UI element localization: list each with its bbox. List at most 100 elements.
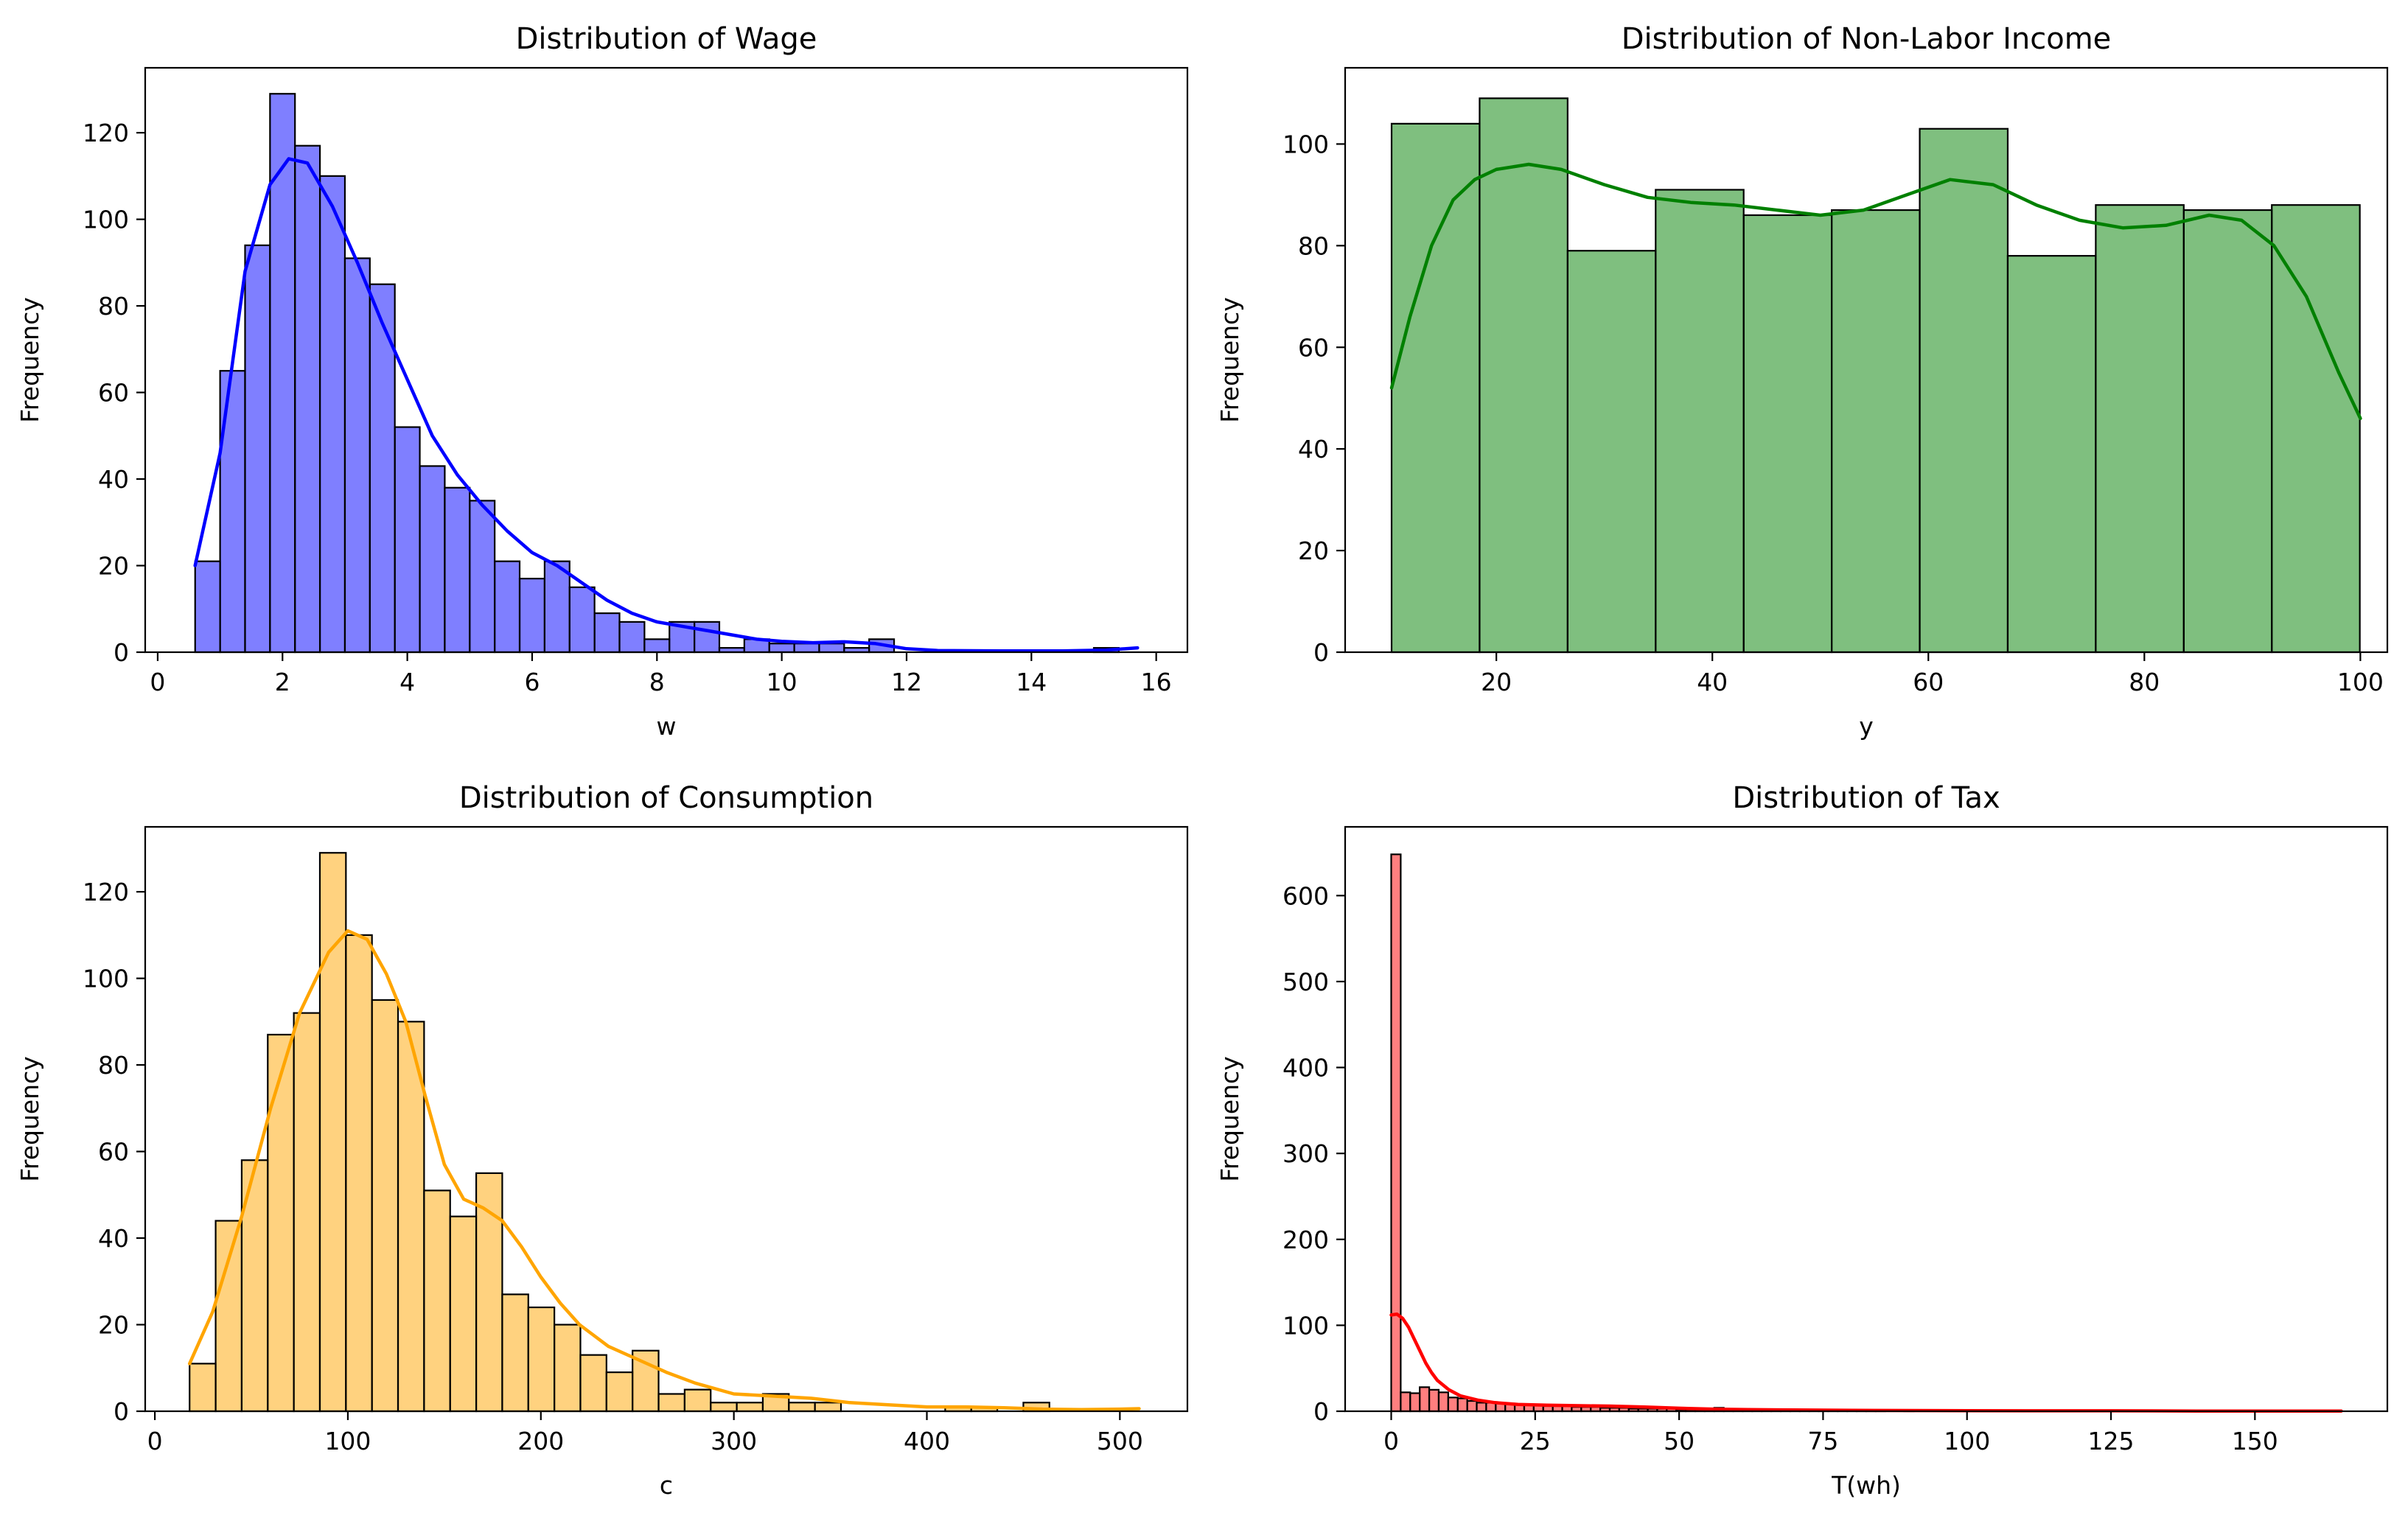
y-axis-label: Frequency (15, 297, 44, 422)
histogram-bar (214, 1220, 243, 1413)
kde-curve (187, 929, 1141, 1411)
y-tick-label: 300 (1282, 1139, 1329, 1168)
histogram-bar (423, 1189, 451, 1413)
y-tick-label: 80 (1298, 231, 1329, 260)
y-axis-label: Frequency (15, 1056, 44, 1181)
x-tick-label: 8 (649, 668, 665, 696)
x-tick-label: 100 (1944, 1427, 1990, 1455)
x-axis-label: T(wh) (1831, 1471, 1901, 1500)
histogram-bar (1437, 1391, 1449, 1413)
histogram-bar (318, 175, 346, 654)
y-tick-label: 20 (98, 1311, 129, 1340)
x-tick-label: 0 (150, 668, 165, 696)
histogram-bar (543, 560, 570, 654)
chart-title: Distribution of Wage (516, 22, 817, 56)
x-tick-label: 6 (524, 668, 540, 696)
x-tick-label: 300 (711, 1427, 757, 1455)
x-tick-label: 500 (1097, 1427, 1143, 1455)
histogram-bar (1566, 250, 1657, 654)
x-tick-label: 2 (275, 668, 290, 696)
histogram-bar (657, 1393, 685, 1413)
x-tick-label: 20 (1481, 668, 1512, 696)
histogram-bar (1390, 122, 1481, 654)
y-tick-label: 20 (98, 552, 129, 581)
x-tick-label: 14 (1016, 668, 1047, 696)
y-tick-label: 40 (98, 465, 129, 494)
histogram-bar (1456, 1397, 1468, 1413)
histogram-bar (814, 1402, 842, 1413)
histogram-bar (527, 1306, 556, 1413)
axes-frame (1344, 66, 2389, 654)
histogram-bar (219, 370, 246, 654)
y-tick-label: 60 (98, 379, 129, 408)
histogram-bar (1655, 189, 1745, 654)
y-tick-label: 100 (83, 206, 129, 234)
histogram-bar (1742, 214, 1833, 654)
histogram-bar (397, 1021, 425, 1413)
histogram-bar (818, 643, 845, 654)
y-tick-label: 120 (83, 119, 129, 147)
histogram-bar (683, 1388, 712, 1413)
x-tick-label: 25 (1520, 1427, 1551, 1455)
x-axis-label: w (657, 712, 677, 741)
x-tick-label: 50 (1664, 1427, 1695, 1455)
histogram-bar (494, 560, 521, 654)
histogram-bar (444, 486, 471, 654)
x-tick-label: 200 (517, 1427, 564, 1455)
histogram-bar (793, 643, 820, 654)
histogram-bar (768, 643, 795, 654)
chart-consumption: 0 100 200 300 400 500 0 20 40 60 80 100 120 Distribut… (15, 781, 1189, 1500)
chart-non-labor-income: 20 40 60 80 100 0 20 40 60 80 100 Distribution of N… (1215, 22, 2389, 741)
y-tick-label: 120 (83, 878, 129, 906)
histogram-bar (294, 144, 321, 654)
histogram-bar (618, 621, 646, 654)
y-axis-label: Frequency (1215, 1056, 1244, 1181)
histogram-bar (2182, 209, 2273, 654)
y-tick-label: 100 (1282, 1311, 1329, 1340)
histogram-bar (2095, 204, 2185, 654)
chart-title: Distribution of Tax (1732, 781, 2000, 815)
y-tick-label: 400 (1282, 1054, 1329, 1083)
histogram-bar (343, 257, 371, 654)
x-tick-label: 400 (904, 1427, 950, 1455)
y-tick-label: 20 (1298, 536, 1329, 565)
histogram-bar (394, 426, 421, 654)
histogram-bar (605, 1371, 634, 1413)
axes-frame (1344, 825, 2389, 1413)
histogram-bar (1919, 127, 2009, 654)
histogram-bar (475, 1172, 503, 1413)
kde-curve (1389, 1312, 2343, 1413)
histogram-bar (1476, 1402, 1487, 1413)
histogram-bar (736, 1402, 764, 1413)
x-tick-label: 16 (1141, 668, 1172, 696)
chart-tax: 0 25 50 75 100 125 150 0 100 200 300 400 500 600 Distr… (1215, 781, 2389, 1500)
y-tick-label: 0 (114, 638, 129, 667)
histogram-bar (2006, 255, 2097, 654)
y-tick-label: 80 (98, 1051, 129, 1080)
y-tick-label: 60 (98, 1138, 129, 1167)
histogram-bar (267, 1033, 295, 1413)
histogram-bar (1400, 1391, 1411, 1413)
y-tick-label: 200 (1282, 1226, 1329, 1254)
y-tick-label: 40 (98, 1224, 129, 1253)
x-tick-label: 75 (1807, 1427, 1838, 1455)
histogram-bar (643, 638, 671, 654)
histogram-bar (579, 1354, 607, 1413)
histogram-bar (345, 934, 373, 1413)
histogram-bar (1447, 1397, 1459, 1413)
x-tick-label: 4 (399, 668, 415, 696)
y-tick-label: 40 (1298, 435, 1329, 464)
axes-frame (144, 825, 1189, 1413)
y-tick-label: 100 (1282, 130, 1329, 158)
histogram-bar (449, 1215, 478, 1413)
histogram-bar (1831, 209, 1921, 654)
chart-title: Distribution of Non-Labor Income (1622, 22, 2112, 56)
histogram-bar (371, 999, 399, 1413)
x-tick-label: 100 (324, 1427, 371, 1455)
histogram-bar (244, 244, 271, 654)
x-tick-label: 10 (767, 668, 798, 696)
x-tick-label: 60 (1913, 668, 1944, 696)
y-tick-label: 60 (1298, 333, 1329, 362)
y-tick-label: 600 (1282, 881, 1329, 910)
